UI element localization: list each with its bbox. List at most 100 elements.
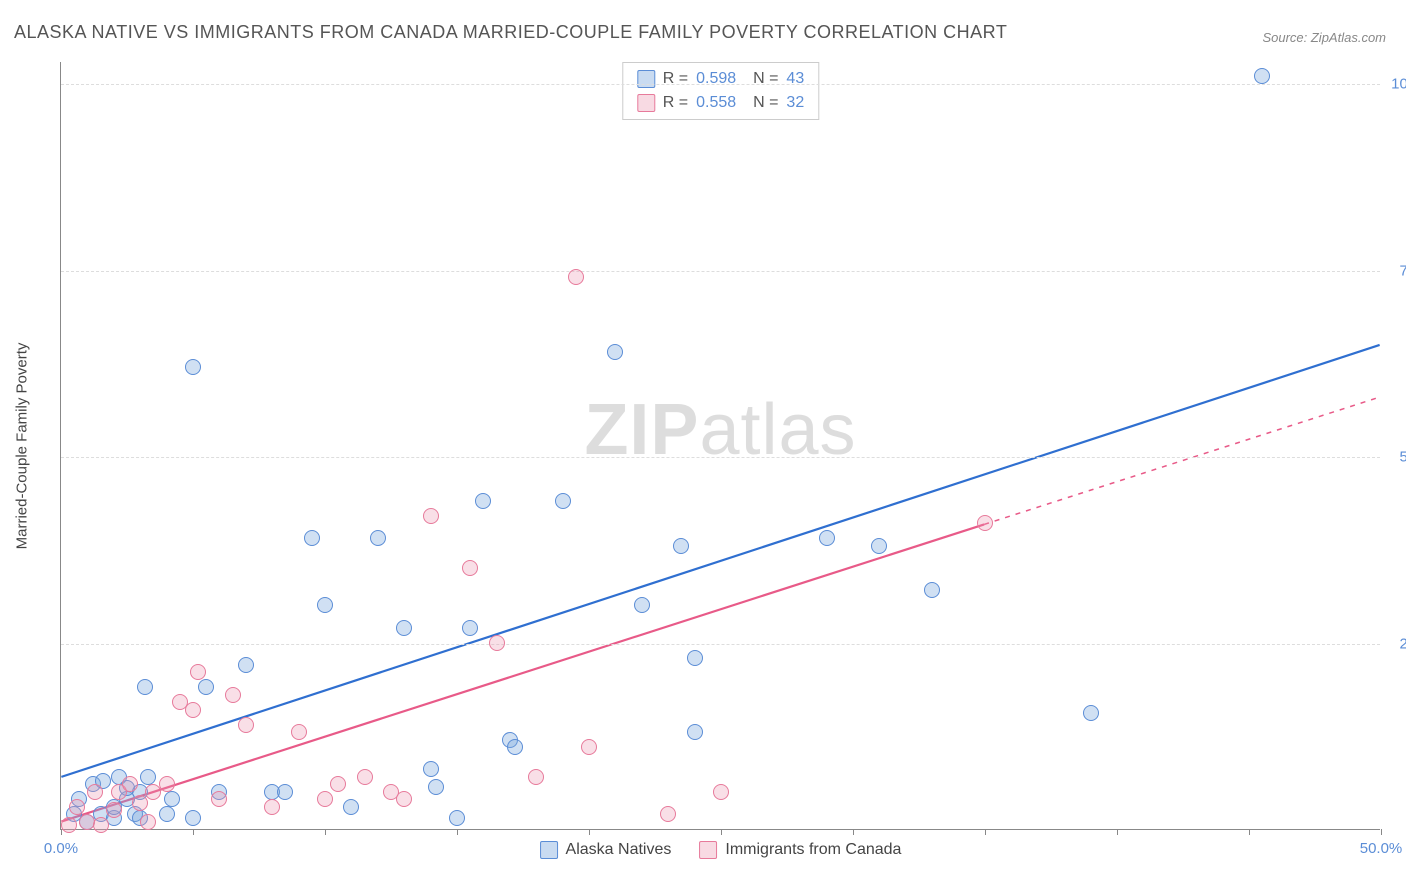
legend-item: Alaska Natives [540,841,672,859]
x-tick-label: 0.0% [44,840,78,857]
gridline [61,644,1380,645]
gridline [61,457,1380,458]
data-point [132,795,148,811]
y-tick-label: 75.0% [1387,262,1406,279]
chart-container: ALASKA NATIVE VS IMMIGRANTS FROM CANADA … [0,0,1406,892]
source-attribution: Source: ZipAtlas.com [1262,30,1386,45]
data-point [304,530,320,546]
data-point [673,538,689,554]
data-point [317,791,333,807]
data-point [475,493,491,509]
data-point [225,687,241,703]
data-point [924,582,940,598]
data-point [164,791,180,807]
data-point [687,650,703,666]
data-point [343,799,359,815]
data-point [61,817,77,833]
data-point [357,769,373,785]
data-point [634,597,650,613]
x-tick [985,829,986,835]
data-point [238,717,254,733]
x-tick [457,829,458,835]
data-point [462,560,478,576]
data-point [423,761,439,777]
data-point [238,657,254,673]
data-point [1254,68,1270,84]
legend-label: Alaska Natives [566,841,672,859]
legend-series: Alaska Natives Immigrants from Canada [540,841,902,859]
data-point [489,635,505,651]
data-point [185,359,201,375]
gridline [61,84,1380,85]
data-point [185,702,201,718]
legend-row: R = 0.598 N = 43 [637,67,804,91]
legend-r-label: R = [663,91,688,115]
legend-n-value: 32 [786,91,804,115]
legend-swatch [540,841,558,859]
trend-line-dashed [984,397,1379,524]
data-point [555,493,571,509]
y-tick-label: 50.0% [1387,449,1406,466]
data-point [687,724,703,740]
data-point [528,769,544,785]
legend-swatch [699,841,717,859]
data-point [137,679,153,695]
legend-row: R = 0.558 N = 32 [637,91,804,115]
data-point [211,791,227,807]
legend-item: Immigrants from Canada [699,841,901,859]
x-tick [1117,829,1118,835]
data-point [93,817,109,833]
data-point [507,739,523,755]
data-point [660,806,676,822]
legend-correlation: R = 0.598 N = 43R = 0.558 N = 32 [622,62,819,120]
data-point [185,810,201,826]
x-tick [589,829,590,835]
data-point [396,791,412,807]
data-point [190,664,206,680]
data-point [462,620,478,636]
data-point [87,784,103,800]
data-point [330,776,346,792]
data-point [581,739,597,755]
data-point [607,344,623,360]
x-tick [1381,829,1382,835]
legend-n-label: N = [744,91,778,115]
x-tick [853,829,854,835]
data-point [568,269,584,285]
x-tick [1249,829,1250,835]
data-point [140,814,156,830]
data-point [396,620,412,636]
x-tick [193,829,194,835]
chart-title: ALASKA NATIVE VS IMMIGRANTS FROM CANADA … [14,22,1007,43]
data-point [291,724,307,740]
data-point [122,776,138,792]
data-point [977,515,993,531]
legend-label: Immigrants from Canada [725,841,901,859]
data-point [159,806,175,822]
data-point [159,776,175,792]
data-point [449,810,465,826]
data-point [370,530,386,546]
data-point [198,679,214,695]
legend-r-value: 0.558 [696,91,736,115]
data-point [428,779,444,795]
legend-r-label: R = [663,67,688,91]
legend-swatch [637,94,655,112]
data-point [69,799,85,815]
y-tick-label: 100.0% [1387,76,1406,93]
plot-area: ZIPatlas R = 0.598 N = 43R = 0.558 N = 3… [60,62,1380,830]
trend-lines [61,62,1380,829]
gridline [61,271,1380,272]
data-point [140,769,156,785]
y-axis-label: Married-Couple Family Poverty [14,343,31,550]
y-tick-label: 25.0% [1387,635,1406,652]
x-tick-label: 50.0% [1360,840,1403,857]
legend-r-value: 0.598 [696,67,736,91]
data-point [264,799,280,815]
x-tick [325,829,326,835]
data-point [277,784,293,800]
data-point [871,538,887,554]
legend-n-value: 43 [786,67,804,91]
data-point [713,784,729,800]
data-point [106,802,122,818]
